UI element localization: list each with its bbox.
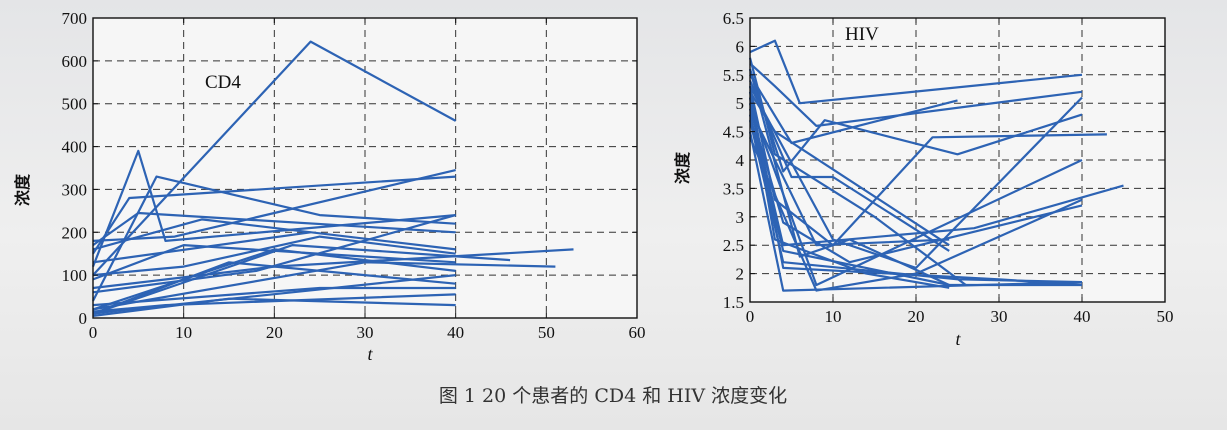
series-line-10: [92, 244, 511, 315]
x-tick-label: 10: [175, 323, 192, 342]
y-tick-label: 500: [62, 95, 88, 114]
series-line-1: [749, 39, 1083, 105]
x-axis-label: t: [955, 329, 961, 349]
cd4-chart: 0 10 20 30 40 50 600100200300400500600700t浓度CD…: [13, 9, 646, 364]
figure-caption: 图 1 20 个患者的 CD4 和 HIV 浓度变化: [439, 385, 787, 407]
y-tick-label: 3: [736, 208, 745, 227]
series-line-1: [92, 40, 457, 276]
x-tick-label: 20: [908, 307, 925, 326]
chart-inline-label: HIV: [845, 24, 879, 45]
y-tick-label: 0: [79, 309, 88, 328]
series-line-15: [749, 85, 1083, 269]
y-tick-label: 2.5: [723, 236, 744, 255]
y-tick-label: 5: [736, 94, 745, 113]
series-line-14: [92, 244, 456, 281]
series-line-20: [748, 136, 1083, 292]
x-tick-label: 30: [991, 307, 1008, 326]
series-line-16: [748, 68, 950, 287]
series-line-9: [92, 261, 556, 311]
series-line-12: [92, 248, 456, 311]
x-tick-label: 60: [629, 323, 646, 342]
x-axis-label: t: [367, 344, 373, 364]
x-tick-label: 50: [538, 323, 555, 342]
series-line-16: [92, 297, 456, 317]
y-tick-label: 200: [62, 223, 88, 242]
y-axis-label: 浓度: [13, 173, 32, 206]
y-tick-label: 400: [62, 138, 88, 157]
y-tick-label: 1.5: [723, 293, 744, 312]
series-line-18: [92, 293, 456, 313]
x-tick-label: 30: [357, 323, 374, 342]
y-tick-label: 6: [736, 37, 745, 56]
y-tick-label: 4.5: [723, 123, 744, 142]
y-tick-label: 3.5: [723, 179, 744, 198]
hiv-chart: 0 10 20 30 40 50 1.5 2 2.5 3 3.5 4 4.5 5 5.5 6 6.5 t 浓度 HIV: [673, 9, 1174, 349]
y-tick-label: 5.5: [723, 66, 744, 85]
series-line-2: [749, 62, 1083, 128]
series-line-7: [92, 235, 456, 277]
series-line-3: [92, 175, 456, 255]
y-tick-label: 300: [62, 180, 88, 199]
x-tick-label: 0: [746, 307, 755, 326]
series-line-9: [748, 108, 1083, 264]
y-tick-label: 4: [736, 151, 745, 170]
x-tick-label: 0: [89, 323, 98, 342]
series-line-5: [92, 169, 456, 242]
series-line-18: [749, 108, 950, 247]
series-line-13: [748, 102, 1083, 287]
x-tick-label: 40: [447, 323, 464, 342]
series-line-11: [92, 261, 456, 315]
series-line-17: [748, 91, 1083, 287]
y-tick-label: 100: [62, 266, 88, 285]
series-line-6: [92, 211, 456, 246]
series-line-20: [92, 214, 456, 294]
series-line-19: [748, 57, 967, 286]
y-tick-label: 600: [62, 52, 88, 71]
y-tick-label: 2: [736, 265, 745, 284]
series-line-4: [748, 68, 1083, 173]
x-tick-label: 10: [825, 307, 842, 326]
series-line-17: [92, 286, 456, 307]
chart-inline-label: CD4: [205, 72, 241, 93]
y-tick-label: 700: [62, 9, 88, 28]
x-tick-label: 20: [266, 323, 283, 342]
x-tick-label: 40: [1074, 307, 1091, 326]
y-tick-label: 6.5: [723, 9, 744, 28]
y-axis-label: 浓度: [673, 151, 692, 184]
x-tick-label: 50: [1157, 307, 1174, 326]
